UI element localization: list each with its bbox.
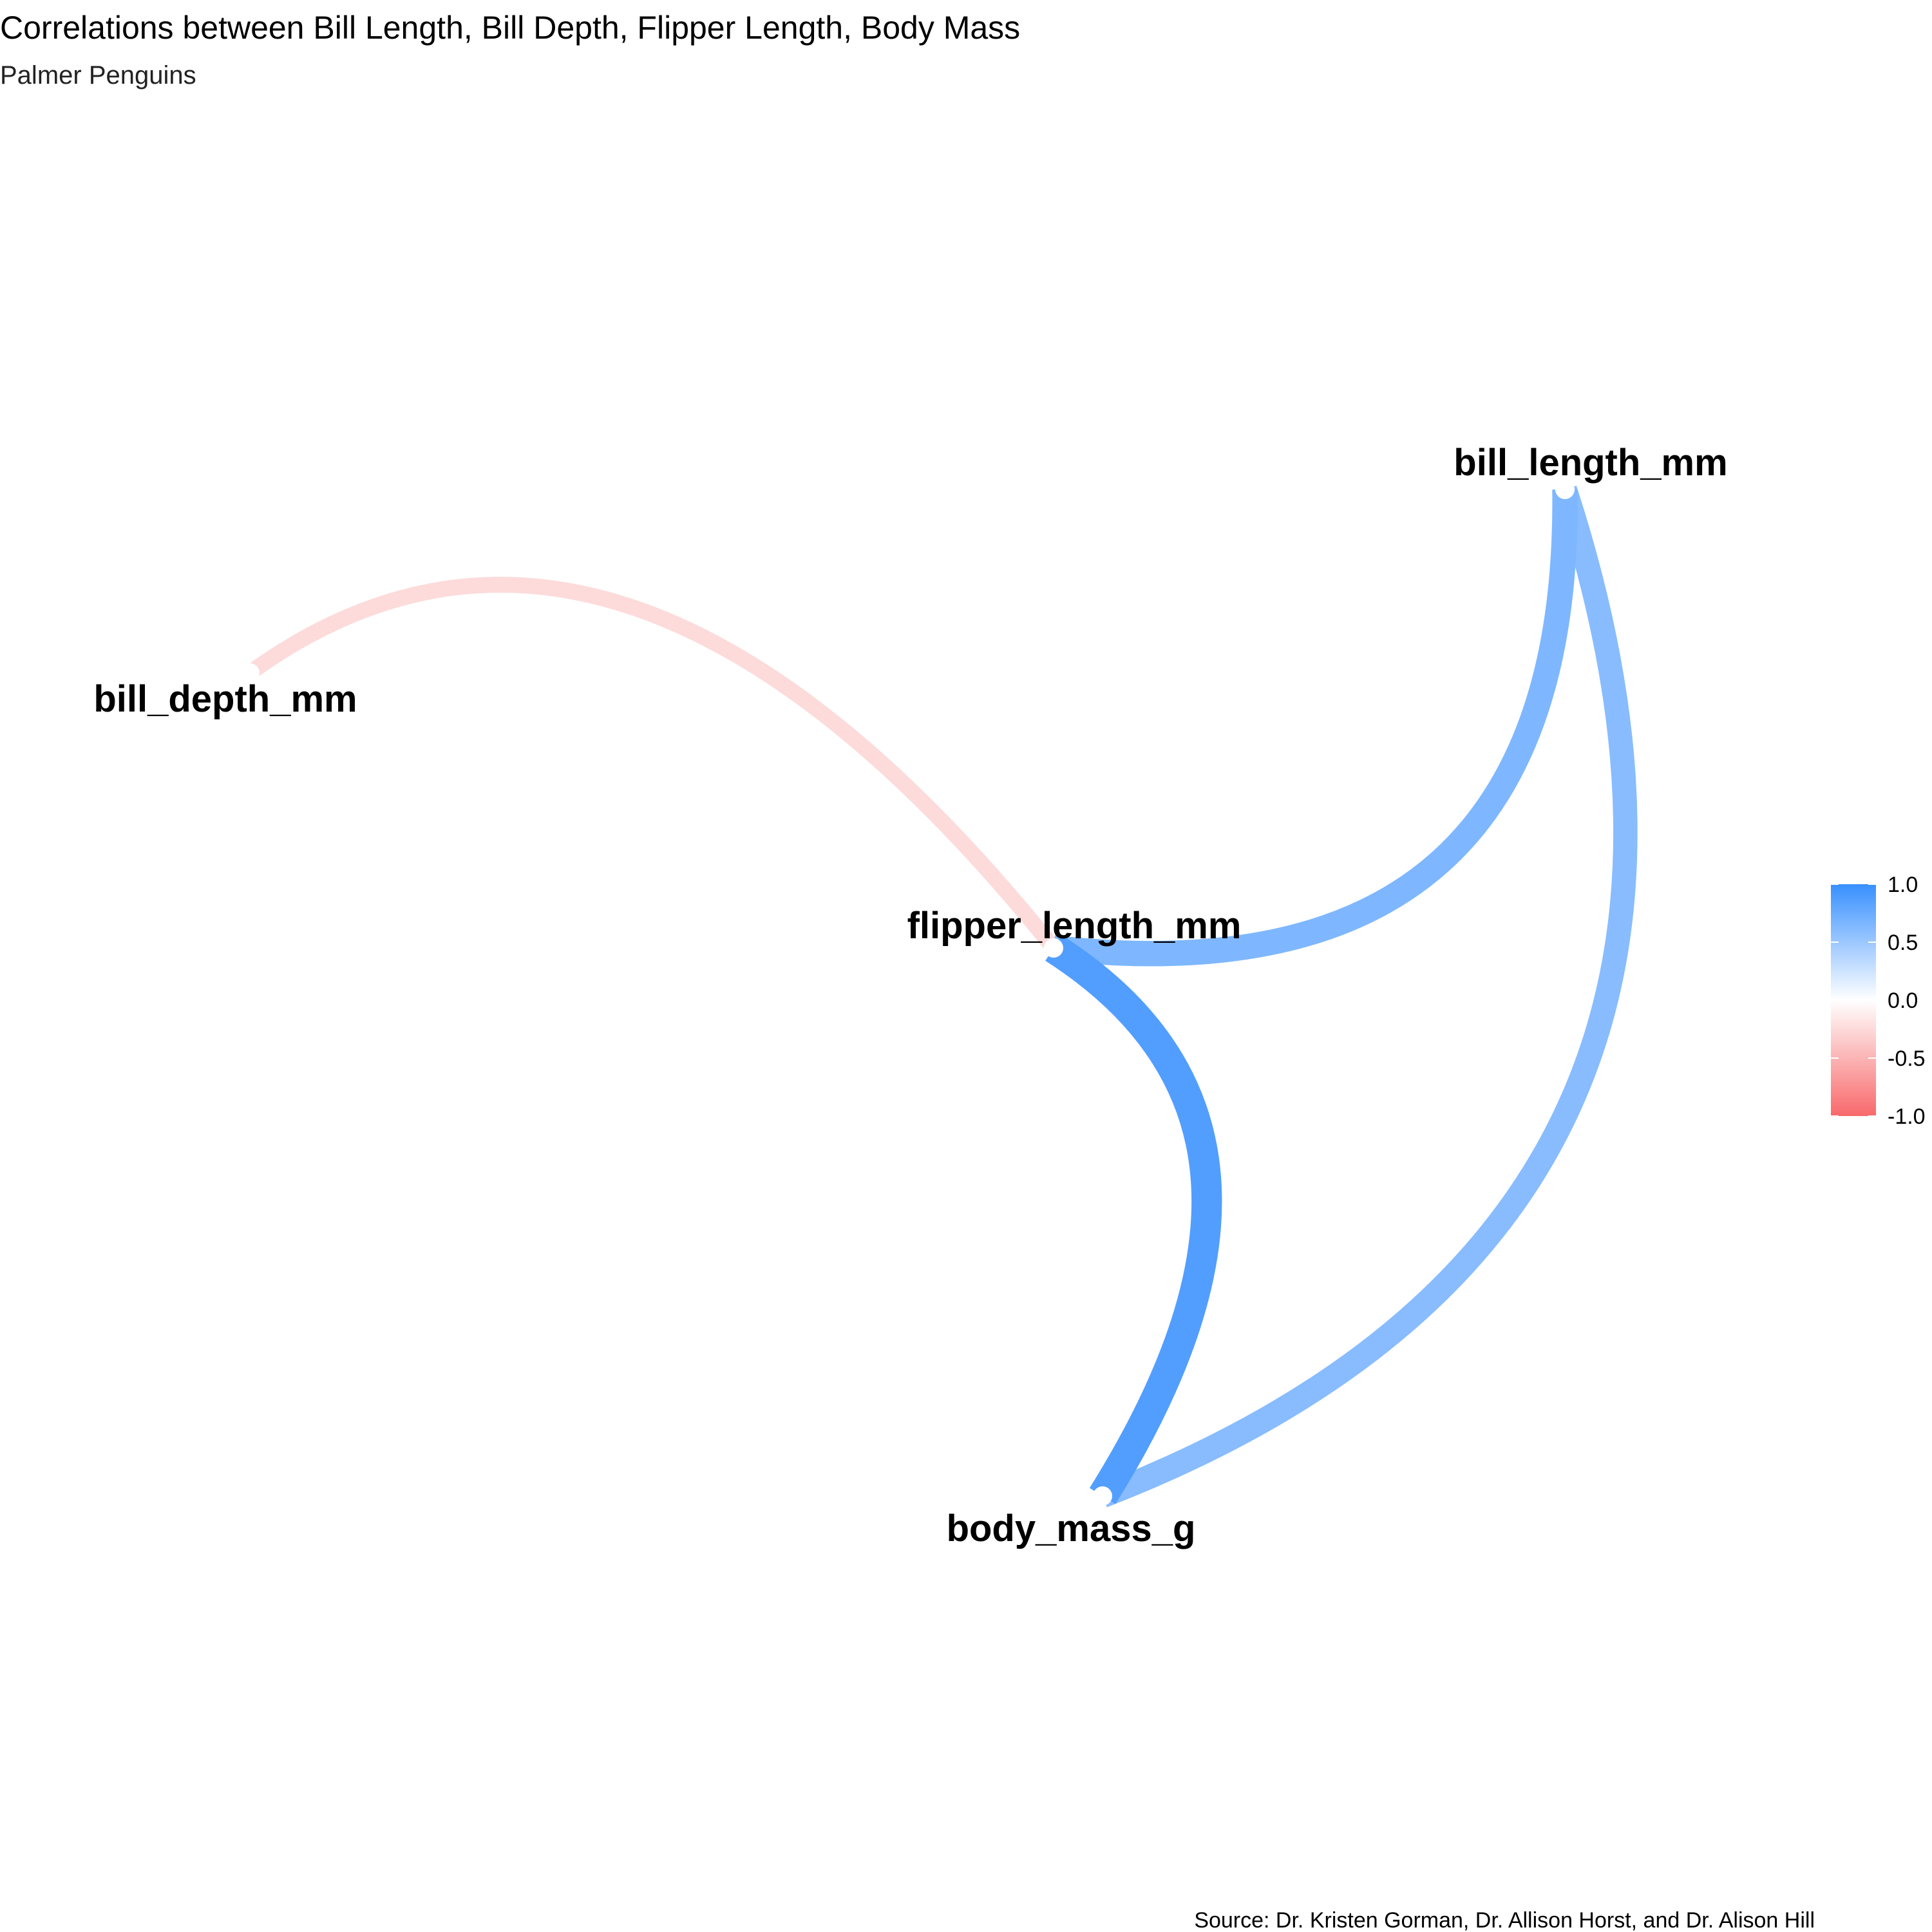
legend-tick-label: 0.0 (1888, 989, 1918, 1013)
node-label-bill_length_mm: bill_length_mm (1454, 442, 1727, 484)
chart-caption: Source: Dr. Kristen Gorman, Dr. Allison … (1194, 1908, 1815, 1932)
node-body_mass_g (1093, 1486, 1112, 1506)
legend-tick-label: -1.0 (1888, 1104, 1926, 1129)
node-label-bill_depth_mm: bill_depth_mm (93, 678, 357, 720)
node-label-flipper_length_mm: flipper_length_mm (907, 905, 1242, 947)
node-bill_depth_mm (240, 663, 260, 683)
node-flipper_length_mm (1044, 938, 1063, 958)
edge-bill_length_mm-body_mass_g (1098, 486, 1638, 1508)
edge-flipper_length_mm-body_mass_g (1045, 935, 1222, 1504)
node-label-body_mass_g: body_mass_g (947, 1508, 1196, 1549)
nodes-layer (240, 480, 1575, 1506)
edge-bill_depth_mm-flipper_length_mm (245, 576, 1060, 953)
node-labels-layer: bill_length_mm bill_depth_mm flipper_lengt… (93, 442, 1727, 1549)
chart-title: Correlations between Bill Length, Bill D… (0, 10, 1020, 46)
legend-tick-label: -0.5 (1888, 1046, 1926, 1071)
node-bill_length_mm (1555, 480, 1575, 499)
edges-layer (245, 486, 1638, 1508)
legend-tick-label: 0.5 (1888, 931, 1918, 955)
legend-ticks: 1.0 0.5 0.0 -0.5 -1.0 (1831, 873, 1926, 1129)
color-legend: 1.0 0.5 0.0 -0.5 -1.0 (1831, 873, 1926, 1129)
legend-tick-label: 1.0 (1888, 873, 1918, 897)
chart-subtitle: Palmer Penguins (0, 61, 196, 90)
edge-bill_length_mm-flipper_length_mm (1052, 489, 1578, 967)
